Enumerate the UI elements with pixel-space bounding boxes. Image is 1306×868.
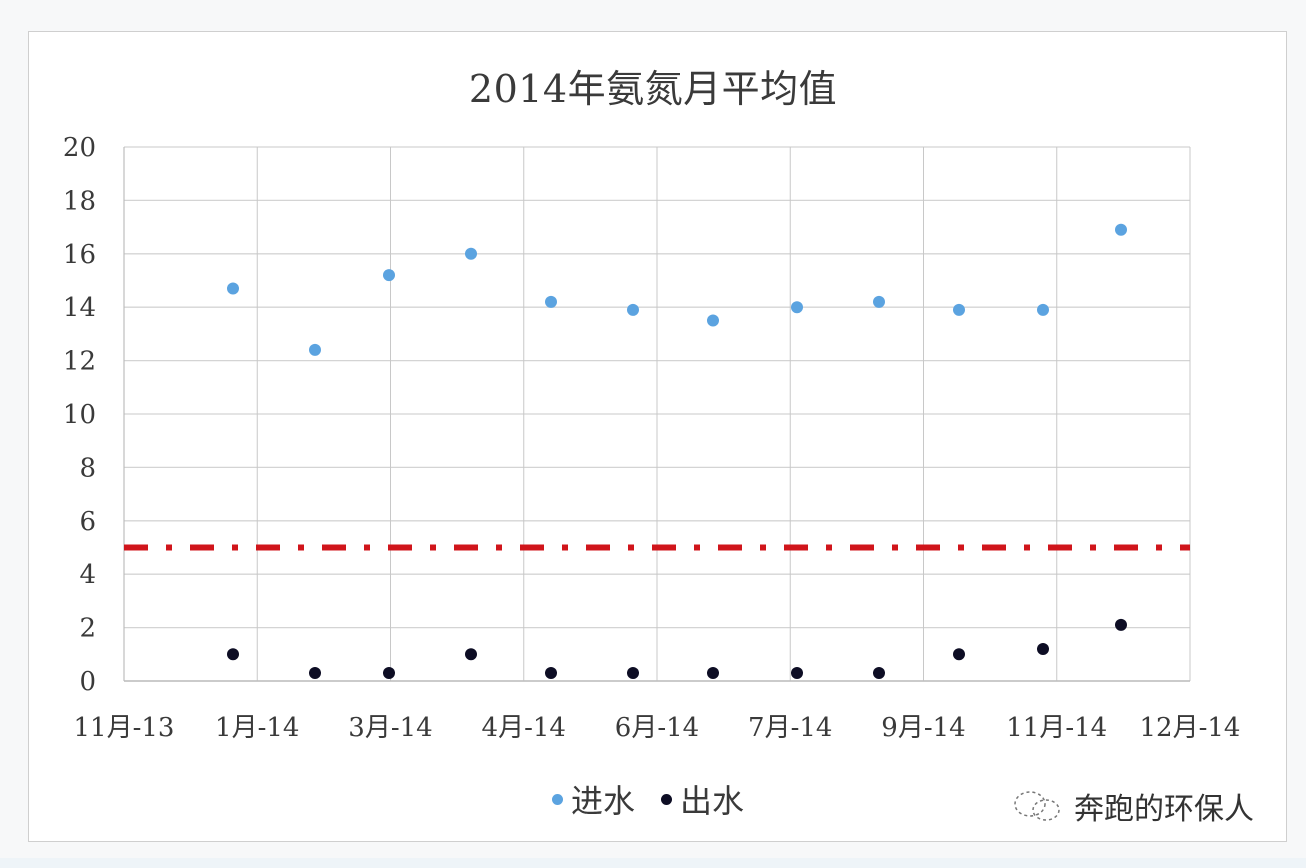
legend-item-inlet: 进水 [552,776,635,822]
inlet-point [545,295,557,308]
y-tick-label: 20 [63,133,96,163]
outlet-point [873,666,885,679]
inlet-point [227,282,239,295]
inlet-point [383,269,395,282]
x-tick-label: 3月-14 [348,713,432,743]
legend: 进水 出水 [552,776,770,822]
bottom-band [0,858,1306,868]
x-tick-label: 9月-14 [881,713,965,743]
legend-marker-inlet-icon [552,793,563,805]
x-tick-label: 12月-14 [1140,713,1241,743]
x-tick-label: 7月-14 [748,713,832,743]
data-points [227,223,1127,679]
x-tick-label: 11月-13 [74,713,175,743]
y-tick-label: 2 [79,614,96,644]
inlet-point [627,303,639,316]
outlet-point [465,648,477,661]
x-tick-label: 1月-14 [215,713,299,743]
outlet-point [383,666,395,679]
outlet-point [309,666,321,679]
inlet-point [791,301,803,314]
chart-title: 2014年氨氮月平均值 [468,67,838,111]
y-tick-label: 14 [63,293,96,323]
x-tick-label: 11月-14 [1006,713,1107,743]
outlet-point [1037,642,1049,655]
y-tick-label: 10 [63,400,96,430]
y-tick-label: 18 [63,186,96,216]
x-tick-label: 6月-14 [615,713,699,743]
outlet-point [227,648,239,661]
y-tick-label: 16 [63,240,96,270]
watermark: 奔跑的环保人 [1010,784,1254,828]
outlet-point [707,666,719,679]
outlet-point [1115,618,1127,631]
outlet-point [953,648,965,661]
y-tick-label: 0 [79,667,96,697]
y-tick-label: 12 [63,347,96,377]
outlet-point [545,666,557,679]
outlet-point [791,666,803,679]
legend-marker-outlet-icon [661,793,673,805]
gridlines [123,146,1191,682]
x-axis-ticks: 11月-13 1月-14 3月-14 4月-14 6月-14 7月-14 9月-14 11月-… [74,713,1241,743]
y-tick-label: 8 [79,453,96,483]
x-tick-label: 4月-14 [482,713,566,743]
legend-item-outlet: 出水 [661,776,744,822]
y-tick-label: 4 [79,560,96,590]
inlet-point [1037,303,1049,316]
inlet-point [1115,223,1127,236]
y-tick-label: 6 [79,507,96,537]
watermark-text: 奔跑的环保人 [1074,792,1254,827]
y-axis-ticks: 0 2 4 6 8 10 12 14 16 18 20 [63,133,96,697]
inlet-point [707,314,719,327]
wechat-logo-icon [1014,791,1060,821]
inlet-point [309,343,321,356]
legend-label-outlet: 出水 [680,782,745,820]
inlet-point [465,247,477,260]
legend-label-inlet: 进水 [571,782,636,820]
inlet-point [953,303,965,316]
outlet-point [627,666,639,679]
inlet-point [873,295,885,308]
